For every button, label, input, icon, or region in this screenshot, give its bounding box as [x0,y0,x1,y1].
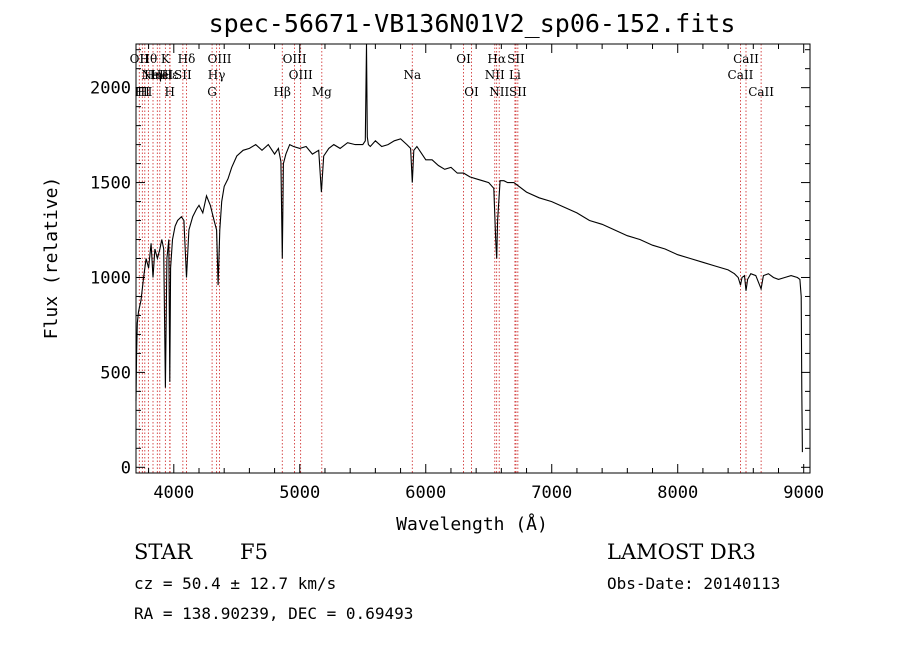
line-marker-label: HI [137,85,152,99]
line-marker-label: Hδ [178,52,196,66]
line-markers [138,44,762,473]
line-marker-label: He [151,68,169,82]
line-marker-label: OIII [289,68,313,82]
object-class: STAR [134,540,193,564]
line-marker-label: SII [507,52,525,66]
coordinates: RA = 138.90239, DEC = 0.69493 [134,604,414,623]
y-tick-label: 1000 [90,268,131,288]
line-marker-label: CaII [733,52,759,66]
line-marker-label: Hε [162,68,179,82]
y-axis-label: Flux (relative) [41,177,62,340]
line-marker-label: HI [135,85,150,99]
x-tick-label: 4000 [153,483,194,503]
plot-frame [135,43,811,474]
line-marker-label: Mg [312,85,332,99]
line-marker-label: NII [485,68,505,82]
line-marker-label: H [165,85,175,99]
line-marker-label: Hβ [274,85,291,99]
line-marker-label: K [161,52,171,66]
line-marker-label: Hθ [139,52,157,66]
line-marker-label: G [207,85,217,99]
y-axis-ticks: 0 500 1000 1500 2000 [90,49,810,478]
survey-name: LAMOST DR3 [607,540,756,564]
line-marker-label: Hγ [208,68,226,82]
line-marker-label: OIII [207,52,231,66]
x-axis-ticks: 4000 5000 6000 7000 8000 9000 [148,44,824,503]
line-marker-label: OII [130,52,150,66]
line-marker-label: Hη [144,68,162,82]
line-marker-label: NII [489,85,509,99]
line-marker-labels: OIIHIHIHθHηNeIIIHeKHHεSIIHδGHγOIIIHβOIII… [130,52,775,99]
line-marker-label: OI [456,52,471,66]
spectrum-chart: spec-56671-VB136N01V2_sp06-152.fits OIIH… [41,9,824,535]
x-tick-label: 9000 [783,483,824,503]
y-tick-label: 2000 [90,79,131,99]
y-tick-label: 0 [121,458,131,478]
observation-date: Obs-Date: 20140113 [607,574,781,593]
line-marker-label: Hα [487,52,506,66]
x-tick-label: 7000 [531,483,572,503]
line-marker-label: OI [464,85,479,99]
line-marker-label: Li [509,68,521,82]
spectrum-line [135,43,803,453]
line-marker-label: Na [403,68,421,82]
line-marker-label: SII [509,85,527,99]
x-tick-label: 5000 [279,483,320,503]
chart-title: spec-56671-VB136N01V2_sp06-152.fits [209,9,736,38]
x-axis-label: Wavelength (Å) [396,513,548,535]
y-tick-label: 500 [100,363,131,383]
line-marker-label: CaII [728,68,754,82]
line-marker-label: CaII [748,85,774,99]
object-subclass: F5 [240,540,268,564]
line-marker-label: OIII [283,52,307,66]
line-marker-label: NeIII [141,68,173,82]
x-tick-label: 8000 [657,483,698,503]
y-tick-label: 1500 [90,174,131,194]
x-tick-label: 6000 [405,483,446,503]
line-marker-label: SII [174,68,192,82]
redshift-cz: cz = 50.4 ± 12.7 km/s [134,574,337,593]
